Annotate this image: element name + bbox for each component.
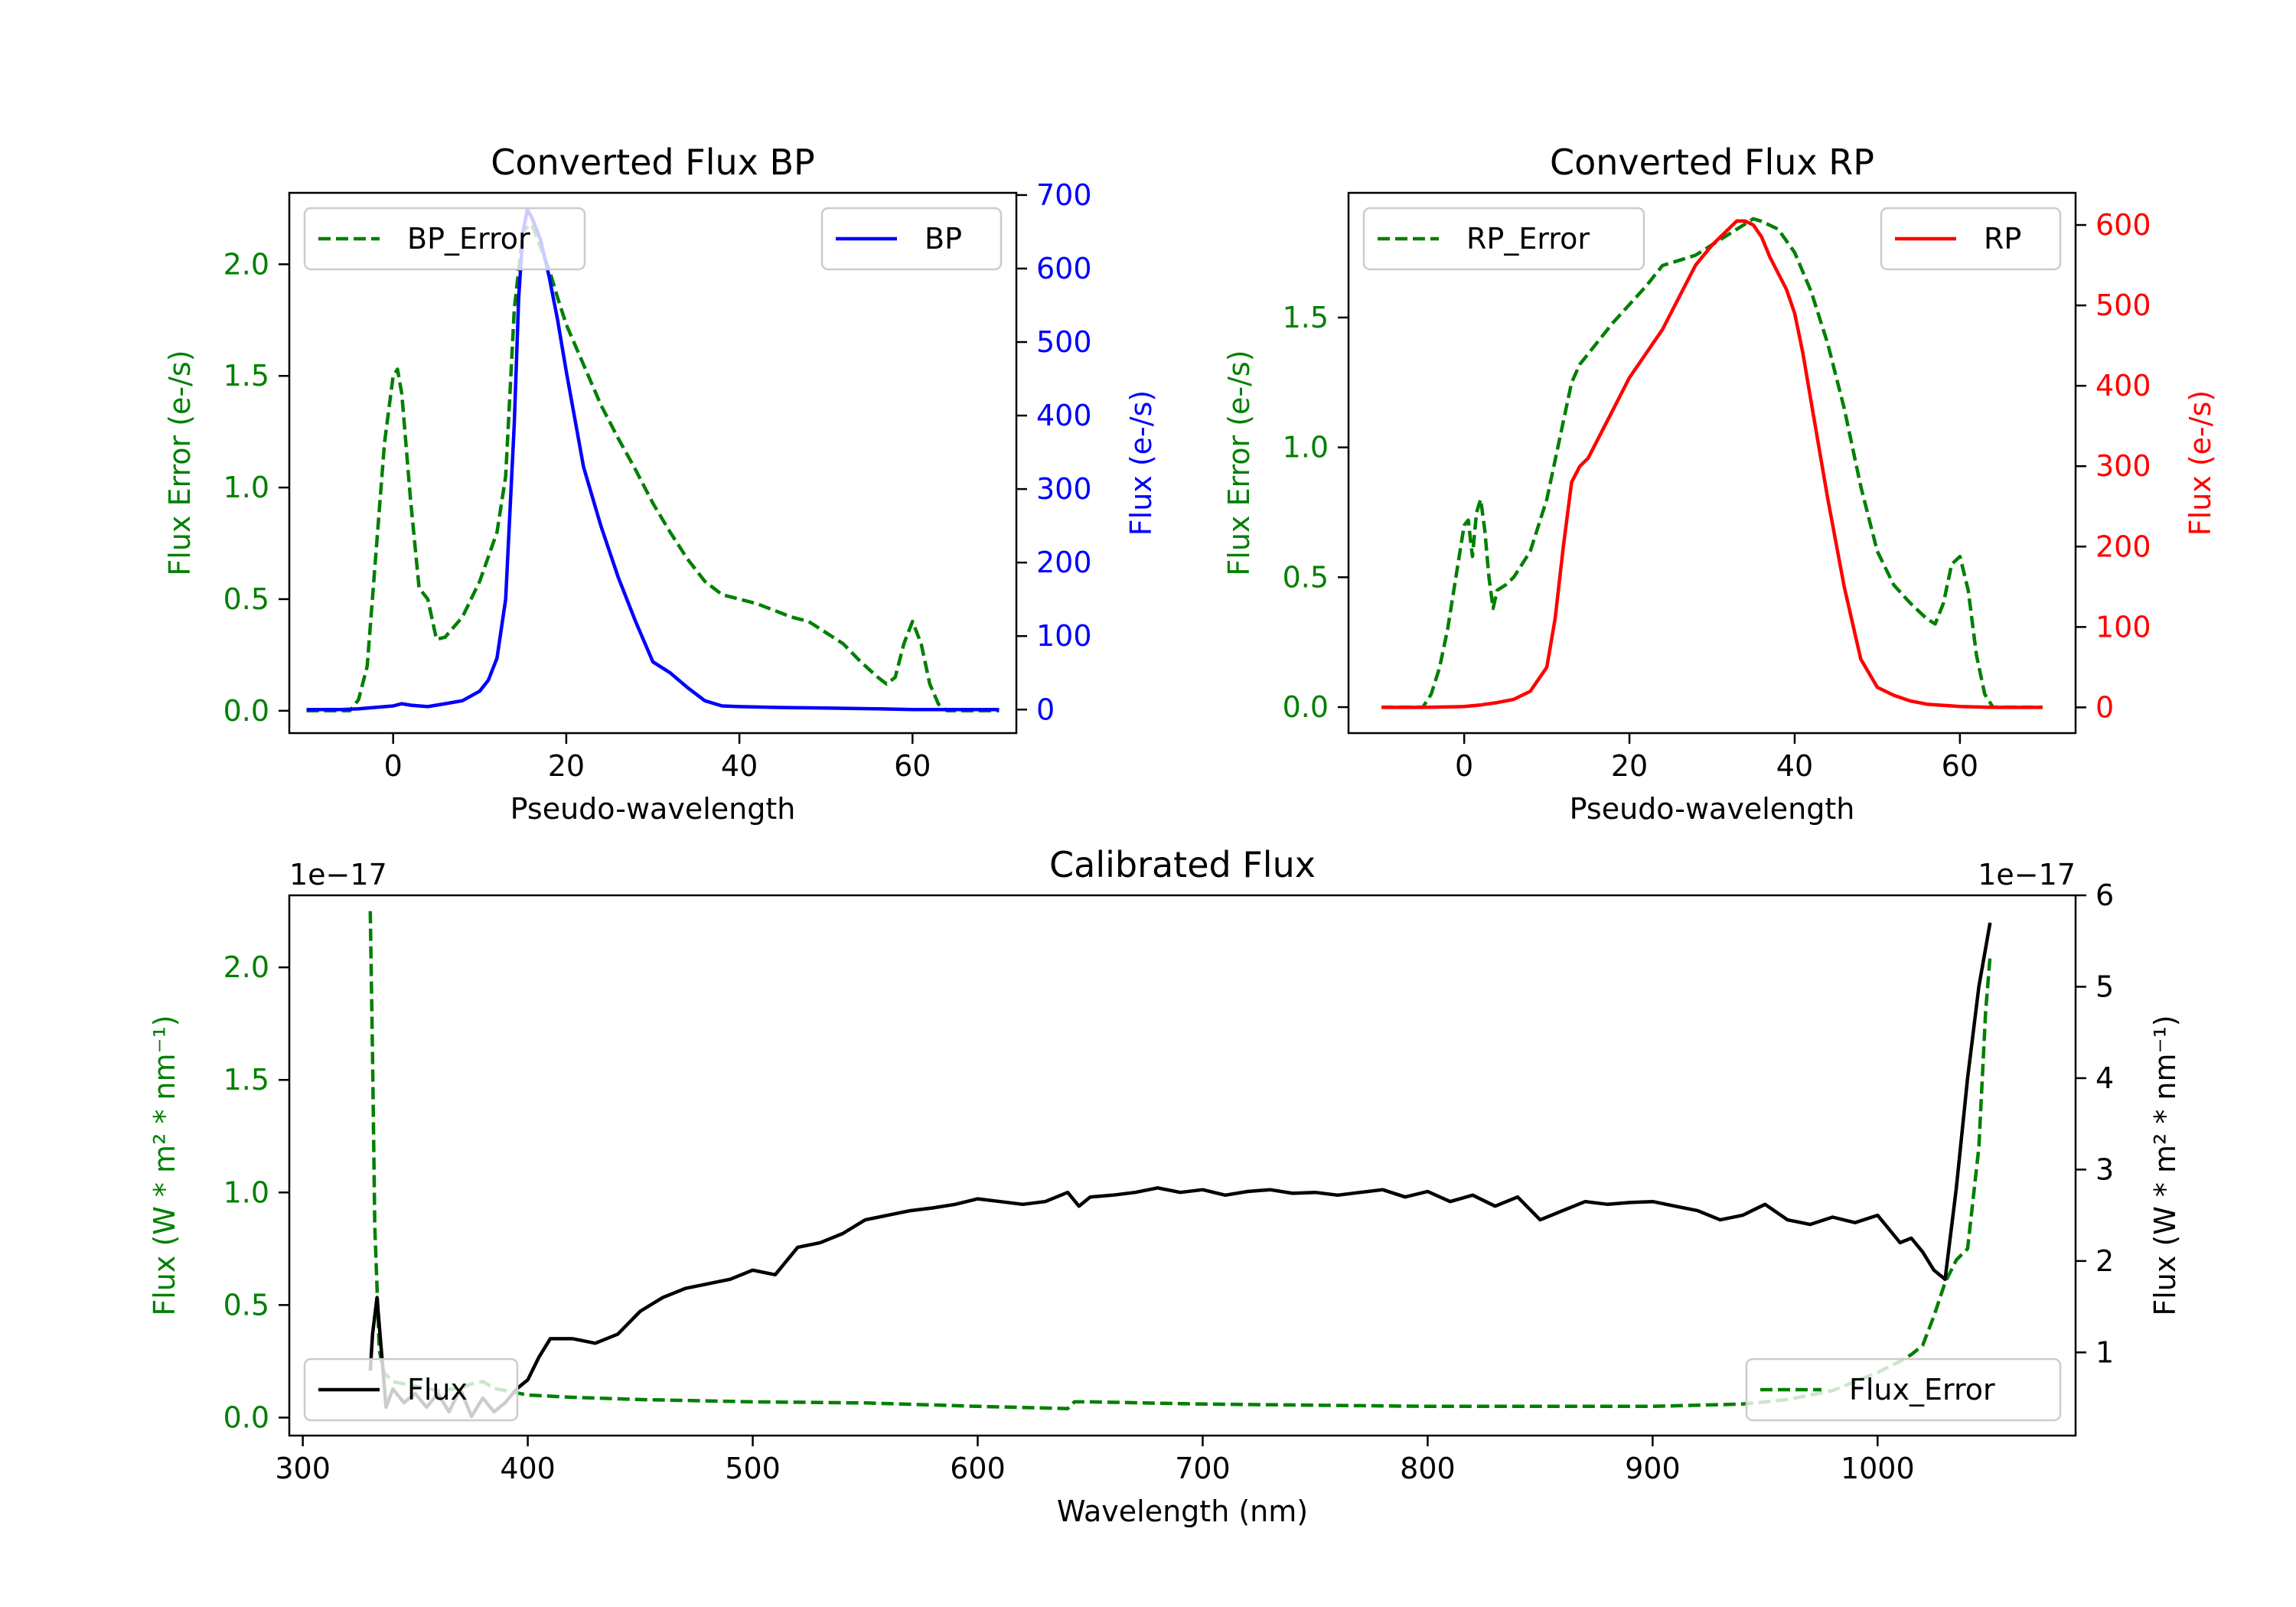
- legend-label: Flux_Error: [1849, 1373, 1995, 1407]
- plot-frame: [288, 191, 1018, 735]
- y-left-tick-label: 0.5: [1283, 560, 1329, 594]
- y-right-tick-label: 6: [2095, 878, 2114, 912]
- y-right-tick-label: 500: [2095, 288, 2151, 322]
- legend-flux: Flux: [303, 1358, 519, 1422]
- x-tick-label: 60: [894, 749, 931, 783]
- x-tick-label: 0: [1455, 749, 1473, 783]
- y-right-tick-label: 300: [1036, 472, 1092, 506]
- legend-box: [1745, 1358, 2062, 1422]
- series-line-bp: [306, 207, 1000, 712]
- legend-flux-error: Flux_Error: [1745, 1358, 2062, 1422]
- x-axis-label: Pseudo-wavelength: [1570, 792, 1855, 826]
- y-right-tick-label: 2: [2095, 1244, 2114, 1278]
- y-right-axis-label: Flux (W * m² * nm⁻¹): [2148, 1015, 2182, 1315]
- y-right-tick-label: 4: [2095, 1061, 2114, 1095]
- y-right-offset-label: 1e−17: [1978, 858, 2076, 892]
- legend-box: [303, 1358, 519, 1422]
- legend-box: [303, 207, 586, 271]
- y-left-tick-label: 1.0: [223, 1175, 269, 1209]
- y-left-axis-label: Flux Error (e-/s): [163, 350, 197, 575]
- legend-label: RP: [1984, 222, 2021, 256]
- x-tick-label: 40: [721, 749, 758, 783]
- y-left-tick-label: 1.5: [223, 359, 269, 393]
- y-left-tick-label: 1.0: [223, 471, 269, 504]
- legend-bp-error: BP_Error: [303, 207, 586, 271]
- y-left-tick-label: 1.5: [1283, 301, 1329, 334]
- x-tick-label: 400: [500, 1452, 556, 1485]
- x-tick-label: 20: [548, 749, 585, 783]
- x-tick-label: 700: [1175, 1452, 1231, 1485]
- y-right-tick-label: 0: [2095, 690, 2114, 724]
- x-tick-label: 1000: [1841, 1452, 1915, 1485]
- y-right-tick-label: 200: [1036, 546, 1092, 579]
- x-tick-label: 40: [1776, 749, 1813, 783]
- y-right-tick-label: 100: [2095, 610, 2151, 644]
- y-left-axis-label: Flux Error (e-/s): [1222, 350, 1256, 575]
- x-tick-label: 20: [1611, 749, 1648, 783]
- y-right-tick-label: 600: [1036, 252, 1092, 285]
- y-left-tick-label: 0.0: [223, 1400, 269, 1434]
- y-right-axis-label: Flux (e-/s): [1124, 390, 1158, 536]
- chart-panel-3: 300 400 500 600 700 800 900 1000 0.0 0.5 1.0 1.5 2.0…: [148, 844, 2182, 1528]
- y-right-tick-label: 400: [1036, 399, 1092, 432]
- y-right-tick-label: 5: [2095, 970, 2114, 1003]
- series-line-rp-error: [1381, 217, 2043, 709]
- legend-box: [1880, 207, 2062, 271]
- plot-frame: [1347, 191, 2077, 735]
- x-axis-label: Wavelength (nm): [1057, 1495, 1308, 1528]
- chart-title: Converted Flux RP: [1550, 142, 1874, 183]
- y-right-tick-label: 700: [1036, 178, 1092, 212]
- x-tick-label: 600: [950, 1452, 1006, 1485]
- y-left-tick-label: 1.5: [223, 1063, 269, 1097]
- y-right-axis-label: Flux (e-/s): [2183, 390, 2217, 536]
- x-tick-label: 500: [725, 1452, 781, 1485]
- y-left-offset-label: 1e−17: [289, 858, 387, 892]
- legend-rp: RP: [1880, 207, 2062, 271]
- legend-label: RP_Error: [1466, 222, 1590, 256]
- y-left-tick-label: 2.0: [223, 247, 269, 281]
- y-left-tick-label: 1.0: [1283, 431, 1329, 464]
- y-left-axis-label: Flux (W * m² * nm⁻¹): [148, 1015, 181, 1315]
- y-right-tick-label: 500: [1036, 325, 1092, 359]
- x-tick-label: 300: [275, 1452, 331, 1485]
- chart-panel-1: 0 20 40 60 0.0 0.5 1.0 1.5 2.0 0 100 200 300 400 500 60…: [163, 142, 1158, 826]
- legend-box: [820, 207, 1003, 271]
- y-right-tick-label: 200: [2095, 530, 2151, 563]
- chart-title: Calibrated Flux: [1049, 844, 1316, 885]
- legend-rp-error: RP_Error: [1362, 207, 1645, 271]
- y-left-tick-label: 0.5: [223, 1288, 269, 1322]
- legend-label: BP_Error: [407, 222, 530, 256]
- x-tick-label: 60: [1942, 749, 1978, 783]
- y-right-tick-label: 1: [2095, 1335, 2114, 1369]
- legend-label: BP: [925, 222, 962, 256]
- y-left-tick-label: 0.0: [1283, 690, 1329, 724]
- x-tick-label: 900: [1625, 1452, 1681, 1485]
- y-right-tick-label: 3: [2095, 1152, 2114, 1186]
- y-left-tick-label: 0.0: [223, 694, 269, 728]
- x-tick-label: 800: [1400, 1452, 1456, 1485]
- chart-title: Converted Flux BP: [491, 142, 815, 183]
- series-line-flux-error: [368, 911, 1992, 1410]
- x-tick-label: 0: [384, 749, 403, 783]
- y-left-tick-label: 2.0: [223, 950, 269, 984]
- y-right-tick-label: 600: [2095, 208, 2151, 242]
- plot-frame: [288, 894, 2077, 1437]
- y-right-tick-label: 300: [2095, 449, 2151, 483]
- series-line-flux: [368, 922, 1992, 1419]
- legend-box: [1362, 207, 1645, 271]
- chart-panel-2: 0 20 40 60 0.0 0.5 1.0 1.5 0 100 200 300 400 500 600 Co…: [1222, 142, 2217, 826]
- legend-label: Flux: [407, 1373, 468, 1407]
- series-line-rp: [1381, 219, 2043, 709]
- y-right-tick-label: 400: [2095, 369, 2151, 403]
- legend-bp: BP: [820, 207, 1003, 271]
- y-left-tick-label: 0.5: [223, 582, 269, 616]
- y-right-tick-label: 100: [1036, 619, 1092, 653]
- x-axis-label: Pseudo-wavelength: [510, 792, 796, 826]
- y-right-tick-label: 0: [1036, 693, 1055, 726]
- series-line-bp-error: [306, 222, 1000, 713]
